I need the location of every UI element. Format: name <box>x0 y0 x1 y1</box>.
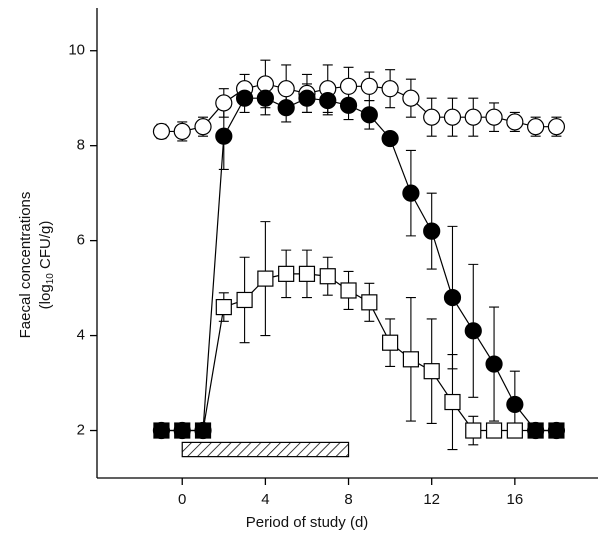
marker <box>547 118 566 136</box>
dosing-bar <box>181 441 350 458</box>
marker <box>278 265 295 282</box>
marker <box>443 288 462 307</box>
marker <box>298 89 316 107</box>
x-axis-label: Period of study (d) <box>246 514 369 531</box>
marker <box>361 294 378 311</box>
marker <box>381 80 399 98</box>
marker <box>153 422 170 439</box>
marker <box>277 99 295 117</box>
marker <box>174 422 191 439</box>
x-tick-label: 0 <box>178 491 186 508</box>
marker <box>527 118 545 136</box>
marker <box>277 80 295 98</box>
x-tick-label: 8 <box>344 491 352 508</box>
marker <box>340 282 357 299</box>
x-tick-label: 12 <box>423 491 440 508</box>
marker <box>319 268 336 285</box>
y-label-line: Faecal concentrations <box>17 192 34 339</box>
marker <box>319 91 337 110</box>
marker <box>257 270 274 287</box>
y-tick-label: 2 <box>77 421 85 438</box>
marker <box>381 129 399 148</box>
marker <box>194 118 212 136</box>
marker <box>194 422 212 439</box>
marker <box>173 122 191 141</box>
y-label-sub: 10 <box>45 273 56 285</box>
marker <box>464 322 482 340</box>
marker <box>298 265 316 282</box>
marker <box>236 291 253 309</box>
series-line <box>161 97 557 432</box>
y-label-line: (log10 CFU/g) <box>37 221 56 310</box>
marker <box>465 422 482 439</box>
marker <box>527 422 544 439</box>
marker <box>382 334 399 351</box>
y-label-part: CFU/g) <box>37 221 54 274</box>
y-label-part: (log <box>37 284 54 309</box>
y-tick-label: 4 <box>77 327 85 344</box>
y-tick-label: 10 <box>68 42 85 59</box>
marker <box>402 89 420 107</box>
marker <box>339 96 358 114</box>
marker <box>506 395 524 414</box>
marker <box>235 89 254 107</box>
marker <box>423 108 441 126</box>
marker <box>506 422 523 439</box>
y-axis-label: Faecal concentrations (log10 CFU/g) <box>17 192 56 339</box>
x-tick-label: 4 <box>261 491 269 508</box>
marker <box>215 298 232 316</box>
marker <box>152 122 171 141</box>
marker <box>339 77 358 95</box>
marker <box>464 108 482 126</box>
marker <box>360 106 378 124</box>
marker <box>506 113 524 131</box>
marker <box>443 108 462 126</box>
marker <box>485 422 503 439</box>
marker <box>215 94 233 112</box>
series-line <box>161 273 557 432</box>
marker <box>485 108 503 126</box>
marker <box>485 355 503 373</box>
marker <box>360 77 378 95</box>
y-tick-label: 8 <box>77 137 85 154</box>
marker <box>402 184 420 202</box>
marker <box>402 351 420 368</box>
marker <box>215 127 233 145</box>
marker <box>548 422 565 439</box>
marker <box>444 393 461 411</box>
marker <box>256 89 274 107</box>
marker <box>423 363 440 380</box>
marker <box>256 75 274 93</box>
x-tick-label: 16 <box>507 491 524 508</box>
marker <box>423 222 441 240</box>
y-tick-label: 6 <box>77 232 85 249</box>
